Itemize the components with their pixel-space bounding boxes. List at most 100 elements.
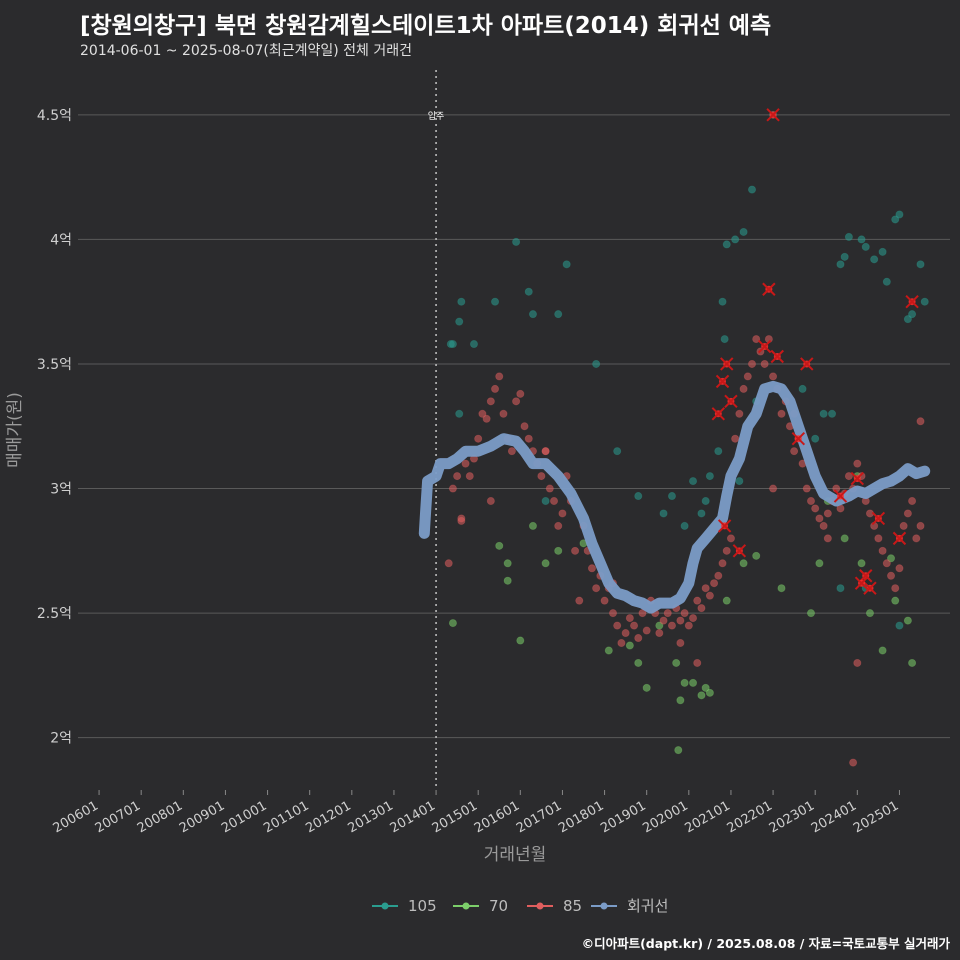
point-85: [625, 614, 634, 623]
point-85: [823, 534, 832, 543]
point-105: [920, 297, 929, 306]
point-105: [457, 297, 466, 306]
point-105: [705, 472, 714, 481]
x-tick-label: 202401: [809, 798, 859, 836]
point-85: [465, 472, 474, 481]
x-tick-label: 201301: [345, 798, 395, 836]
point-70: [865, 609, 874, 618]
y-tick-label: 2억: [50, 731, 72, 747]
point-105: [836, 260, 845, 269]
point-85: [693, 596, 702, 605]
point-85: [806, 497, 815, 506]
highlight-cross: [770, 349, 784, 364]
point-85: [600, 596, 609, 605]
x-tick-label: 201601: [472, 798, 522, 836]
y-tick-label: 2.5억: [37, 606, 72, 622]
point-85: [495, 372, 504, 381]
point-70: [503, 559, 512, 568]
point-105: [455, 409, 464, 418]
point-85: [558, 509, 567, 518]
point-85: [710, 579, 719, 588]
point-85: [676, 616, 685, 625]
point-105: [895, 621, 904, 630]
legend-item-105: 105: [372, 897, 437, 915]
point-85: [512, 397, 521, 406]
highlight-marker: [732, 544, 747, 558]
grid-lines: [78, 114, 950, 739]
point-70: [806, 609, 815, 618]
y-axis-label: 매매가(원): [5, 392, 25, 468]
point-70: [554, 546, 563, 555]
point-85: [499, 409, 508, 418]
point-105: [697, 509, 706, 518]
point-85: [541, 447, 550, 456]
point-85: [887, 571, 896, 580]
highlight-marker: [863, 581, 877, 595]
y-axis-ticks: 2억 2.5억 3억 3.5억 4억 4.5억: [37, 108, 72, 747]
source-credit: ©디아파트(dapt.kr) / 2025.08.08 / 자료=국토교통부 실…: [581, 936, 950, 951]
x-tick-label: 201801: [556, 798, 606, 836]
highlight-marker: [720, 357, 734, 371]
point-85: [444, 559, 453, 568]
point-85: [537, 472, 546, 481]
point-70: [634, 658, 643, 667]
point-105: [840, 252, 849, 261]
point-105: [731, 235, 740, 244]
highlight-marker: [770, 349, 784, 364]
point-85: [689, 614, 698, 623]
highlight-cross: [762, 282, 776, 296]
highlight-cross: [833, 489, 848, 503]
point-85: [474, 434, 483, 443]
point-105: [592, 359, 601, 368]
y-tick-label: 3억: [50, 482, 72, 498]
point-85: [714, 571, 723, 580]
x-tick-label: 202301: [767, 798, 817, 836]
point-70: [891, 596, 900, 605]
highlight-marker: [800, 357, 814, 371]
data-points: [444, 110, 929, 767]
point-85: [701, 584, 710, 593]
highlight-marker: [905, 294, 919, 309]
highlight-cross: [732, 544, 747, 558]
point-85: [575, 596, 584, 605]
point-70: [516, 636, 525, 645]
point-70: [680, 678, 689, 687]
highlight-cross: [854, 576, 869, 590]
highlight-cross: [724, 394, 738, 409]
point-85: [853, 658, 862, 667]
point-105: [811, 434, 820, 443]
point-105: [819, 409, 828, 418]
point-105: [891, 215, 900, 224]
x-axis-ticks: 2006012007012008012009012010012011012012…: [51, 790, 901, 836]
point-85: [642, 626, 651, 635]
point-85: [461, 459, 470, 468]
point-105: [895, 210, 904, 219]
point-105: [667, 492, 676, 501]
highlight-cross: [800, 357, 814, 371]
highlight-cross: [711, 407, 726, 421]
x-tick-label: 201401: [388, 798, 438, 836]
point-105: [512, 237, 521, 246]
point-85: [507, 447, 516, 456]
point-105: [714, 447, 723, 456]
point-85: [684, 621, 693, 630]
point-85: [592, 584, 601, 593]
x-tick-label: 202201: [725, 798, 775, 836]
point-85: [457, 514, 466, 523]
point-85: [819, 521, 828, 530]
highlight-marker: [715, 374, 730, 389]
x-tick-label: 202101: [682, 798, 732, 836]
point-85: [550, 497, 559, 506]
point-85: [693, 658, 702, 667]
point-70: [739, 559, 748, 568]
point-105: [524, 287, 533, 296]
point-85: [882, 559, 891, 568]
point-85: [491, 384, 500, 393]
point-85: [621, 629, 630, 638]
point-85: [769, 372, 778, 381]
point-85: [516, 389, 525, 398]
point-70: [495, 541, 504, 550]
point-105: [908, 310, 917, 319]
point-85: [520, 422, 529, 431]
